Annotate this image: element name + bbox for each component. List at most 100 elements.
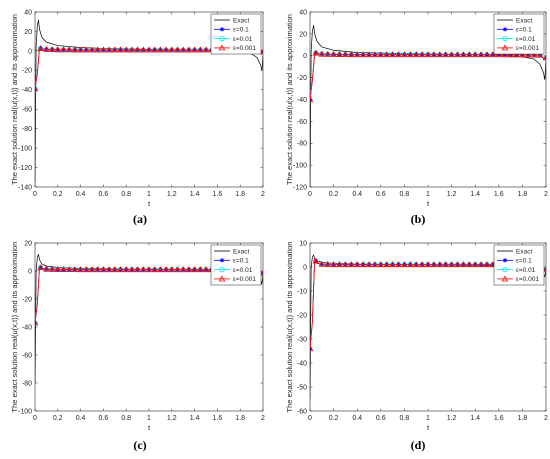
x-tick-label: 0 xyxy=(308,191,312,198)
data-point xyxy=(117,46,124,53)
data-point xyxy=(168,46,176,53)
x-tick-label: 1.8 xyxy=(235,191,245,198)
data-point xyxy=(77,46,84,53)
x-tick-label: 1.8 xyxy=(235,415,245,422)
legend-label: ε=0.001 xyxy=(233,276,256,283)
data-point xyxy=(145,46,153,53)
y-tick-label: -140 xyxy=(18,184,32,191)
data-point xyxy=(371,51,379,58)
data-point xyxy=(454,261,461,268)
data-point xyxy=(60,266,67,272)
data-point xyxy=(371,261,379,268)
x-tick-label: 2 xyxy=(261,191,265,198)
legend: Exact ε=0.1 ε=0.01 ε=0.001 xyxy=(493,244,545,286)
legend-label: ε=0.01 xyxy=(233,36,253,43)
x-tick-label: 0.4 xyxy=(352,415,362,422)
data-point xyxy=(395,51,402,58)
data-point xyxy=(35,85,39,92)
data-point xyxy=(401,51,408,58)
data-point xyxy=(48,46,56,53)
data-point xyxy=(111,46,119,53)
data-point xyxy=(185,46,193,53)
data-point xyxy=(460,261,467,268)
x-tick-label: 1.6 xyxy=(494,415,504,422)
y-tick-label: 0 xyxy=(303,53,307,60)
data-point xyxy=(471,51,479,58)
legend-marker xyxy=(219,266,225,273)
data-point xyxy=(65,46,73,53)
y-axis-label: The exact solution real(u(x,t)) and its … xyxy=(10,242,19,413)
data-point xyxy=(430,51,438,58)
data-point xyxy=(365,261,373,268)
data-point xyxy=(151,46,158,53)
data-point xyxy=(197,46,204,53)
data-point xyxy=(530,51,538,58)
data-point xyxy=(424,261,432,268)
data-point xyxy=(383,261,390,268)
data-point xyxy=(162,266,170,273)
data-point xyxy=(377,261,385,268)
x-tick-label: 1.2 xyxy=(447,191,457,198)
y-axis-label: The exact solution real(u(x,t)) and its … xyxy=(285,242,294,413)
data-point xyxy=(60,46,67,53)
data-point xyxy=(105,46,113,53)
data-point xyxy=(330,51,337,57)
y-tick-label: -40 xyxy=(297,360,307,367)
data-point xyxy=(401,261,408,268)
data-point xyxy=(259,269,263,276)
data-point xyxy=(122,46,130,53)
legend-label: ε=0.1 xyxy=(516,27,532,34)
legend-label: ε=0.1 xyxy=(233,258,249,265)
data-point xyxy=(151,266,158,273)
x-tick-label: 2 xyxy=(261,415,265,422)
legend-label: ε=0.01 xyxy=(233,267,253,274)
data-point xyxy=(157,266,164,273)
data-point xyxy=(389,51,396,58)
y-tick-label: -10 xyxy=(297,288,307,295)
data-point xyxy=(318,50,326,57)
data-point xyxy=(377,51,385,58)
data-point xyxy=(174,266,181,273)
data-point xyxy=(324,50,331,57)
data-point xyxy=(77,266,84,273)
y-tick-label: -20 xyxy=(297,312,307,319)
data-point xyxy=(318,260,326,267)
x-axis-label: t xyxy=(427,423,430,432)
y-tick-label: -50 xyxy=(297,384,307,391)
y-tick-label: -120 xyxy=(293,184,307,191)
data-point xyxy=(436,51,444,58)
data-point xyxy=(395,261,402,268)
x-tick-label: 0.2 xyxy=(329,415,339,422)
y-tick-label: -20 xyxy=(22,68,32,75)
data-point xyxy=(100,266,107,273)
x-tick-label: 1.4 xyxy=(470,191,480,198)
panel-caption: (b) xyxy=(411,212,426,226)
data-point xyxy=(418,261,426,268)
legend-label: ε=0.1 xyxy=(516,258,532,265)
data-point xyxy=(191,266,198,273)
x-tick-label: 0.8 xyxy=(121,191,131,198)
data-point xyxy=(424,51,432,58)
series-group xyxy=(310,25,546,185)
legend-label: Exact xyxy=(233,248,249,255)
y-tick-label: 0 xyxy=(28,48,32,55)
y-axis-label: The exact solution real(u(x,t)) and its … xyxy=(285,14,294,185)
data-point xyxy=(54,266,62,272)
legend-box xyxy=(493,13,545,55)
x-tick-label: 1.4 xyxy=(190,191,200,198)
data-point xyxy=(43,265,50,272)
data-point xyxy=(105,266,113,273)
x-axis-label: t xyxy=(427,199,430,208)
legend-label: ε=0.1 xyxy=(233,27,249,34)
data-point xyxy=(168,266,176,273)
x-tick-label: 0.4 xyxy=(76,415,86,422)
data-point xyxy=(54,46,62,53)
x-tick-label: 0.2 xyxy=(53,191,63,198)
data-point xyxy=(128,266,136,273)
data-point xyxy=(348,51,355,58)
data-point xyxy=(430,261,438,268)
data-point xyxy=(83,46,90,53)
data-point xyxy=(48,265,56,272)
legend-marker xyxy=(218,44,226,51)
data-point xyxy=(100,46,107,53)
